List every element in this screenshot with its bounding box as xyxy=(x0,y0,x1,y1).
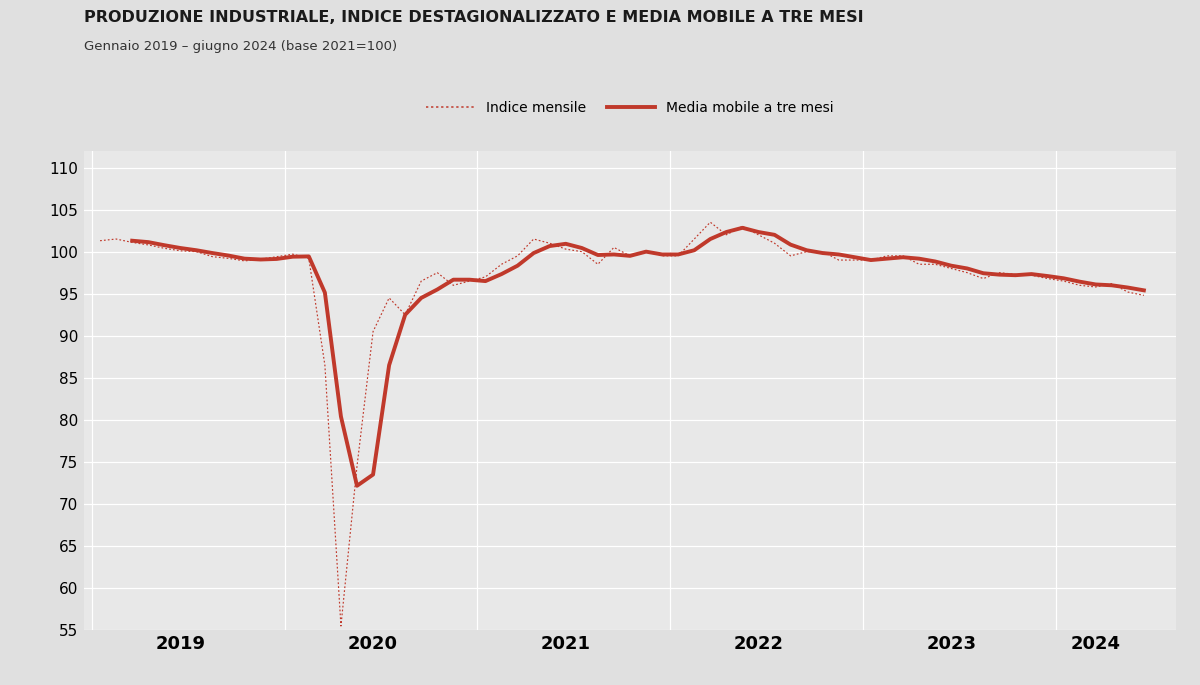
Text: PRODUZIONE INDUSTRIALE, INDICE DESTAGIONALIZZATO E MEDIA MOBILE A TRE MESI: PRODUZIONE INDUSTRIALE, INDICE DESTAGION… xyxy=(84,10,864,25)
Legend: Indice mensile, Media mobile a tre mesi: Indice mensile, Media mobile a tre mesi xyxy=(420,95,840,121)
Text: Gennaio 2019 – giugno 2024 (base 2021=100): Gennaio 2019 – giugno 2024 (base 2021=10… xyxy=(84,40,397,53)
